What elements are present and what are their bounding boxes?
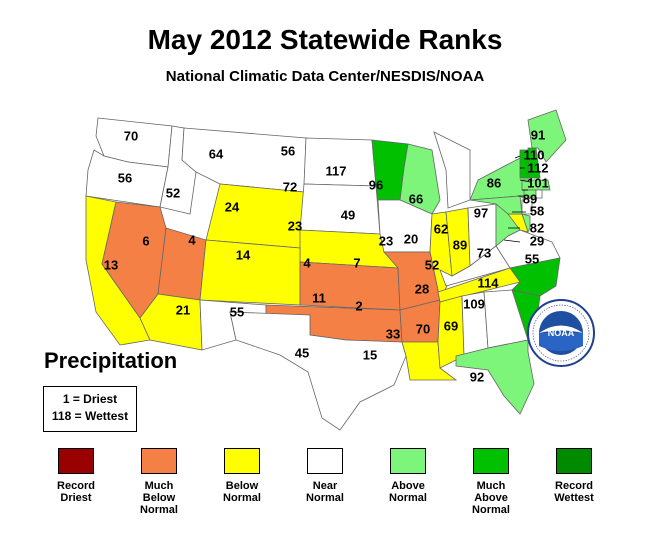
legend-item-much-below-normal: Much Below Normal xyxy=(119,448,199,516)
state-ut xyxy=(157,227,207,301)
legend-label: Much Below Normal xyxy=(140,480,178,516)
legend-label: Much Above Normal xyxy=(472,480,510,516)
rank-label-wy: 24 xyxy=(225,199,240,214)
legend-label: Above Normal xyxy=(389,480,427,504)
map-title: May 2012 Statewide Ranks xyxy=(147,24,503,55)
leader-line-ma xyxy=(519,179,531,183)
legend-swatch xyxy=(307,448,343,474)
state-wv xyxy=(495,203,521,247)
rank-label-ky: 52 xyxy=(425,257,439,272)
rank-label-or: 56 xyxy=(118,170,132,185)
legend-label: Record Driest xyxy=(57,480,95,504)
state-nh xyxy=(527,147,541,179)
state-fl xyxy=(455,339,535,415)
rank-label-ma: 101 xyxy=(527,175,549,190)
map-subtitle: National Climatic Data Center/NESDIS/NOA… xyxy=(165,68,485,85)
precipitation-label: Precipitation xyxy=(44,348,178,373)
state-pa xyxy=(469,195,523,215)
state-ky xyxy=(439,245,511,287)
legend-swatch xyxy=(58,448,94,474)
rank-label-sc: 109 xyxy=(463,296,485,311)
legend-item-record-driest: Record Driest xyxy=(36,448,116,504)
state-mi xyxy=(433,131,471,209)
rank-label-ok: 11 xyxy=(312,290,326,305)
rank-label-nc: 114 xyxy=(478,275,500,290)
rank-label-mn: 117 xyxy=(326,163,347,178)
rank-label-ar: 2 xyxy=(355,298,362,313)
rank-label-md: 29 xyxy=(530,233,544,248)
state-tx xyxy=(229,311,407,431)
rank-label-nd: 56 xyxy=(281,143,295,158)
rank-label-vt: 110 xyxy=(524,147,545,162)
rank-label-mo: 7 xyxy=(353,255,360,270)
state-ri xyxy=(535,189,543,199)
legend-label: Record Wettest xyxy=(554,480,594,504)
rank-label-il: 23 xyxy=(379,233,393,248)
legend-item-much-above-normal: Much Above Normal xyxy=(451,448,531,516)
rank-label-ia: 49 xyxy=(341,207,355,222)
rank-label-wv: 89 xyxy=(453,237,467,252)
rank-label-ny: 86 xyxy=(487,175,501,190)
rank-label-co: 14 xyxy=(236,247,251,262)
leader-line-vt xyxy=(514,155,521,159)
rank-label-ut: 4 xyxy=(188,232,196,247)
legend-swatch xyxy=(224,448,260,474)
rank-label-ms: 33 xyxy=(386,326,400,341)
state-tn xyxy=(437,267,521,303)
rank-label-mt: 64 xyxy=(209,146,224,161)
rank-label-tx: 45 xyxy=(295,345,309,360)
rank-label-va: 73 xyxy=(477,245,491,260)
rank-label-fl: 92 xyxy=(470,369,484,384)
legend-item-record-wettest: Record Wettest xyxy=(534,448,614,504)
rank-label-in: 20 xyxy=(404,231,418,246)
rank-label-nh: 112 xyxy=(528,160,549,175)
legend-item-above-normal: Above Normal xyxy=(368,448,448,504)
key-wettest: 118 = Wettest xyxy=(51,409,129,423)
legend-label: Near Normal xyxy=(306,480,344,504)
state-nj xyxy=(521,197,533,215)
leader-line-md xyxy=(503,239,521,243)
rank-label-ca: 13 xyxy=(104,257,118,272)
rank-label-ct: 89 xyxy=(523,191,537,206)
rank-label-ne: 23 xyxy=(288,218,302,233)
rank-label-ks: 4 xyxy=(303,255,311,270)
state-ms xyxy=(437,295,465,369)
rank-label-nj: 58 xyxy=(530,203,544,218)
rank-label-de: 82 xyxy=(530,220,544,235)
rank-label-id: 52 xyxy=(166,185,180,200)
legend-item-below-normal: Below Normal xyxy=(202,448,282,504)
rank-label-pa: 97 xyxy=(474,205,488,220)
legend-label: Below Normal xyxy=(223,480,261,504)
state-ma xyxy=(521,179,551,191)
rank-label-la: 15 xyxy=(363,347,377,362)
legend-swatch xyxy=(473,448,509,474)
rank-label-ri: 55 xyxy=(525,251,539,266)
legend: Record Driest Much Below Normal Below Norm… xyxy=(0,448,650,528)
rank-label-oh: 62 xyxy=(434,221,448,236)
rank-label-wi: 96 xyxy=(369,177,383,192)
state-az xyxy=(139,293,203,351)
rank-label-al: 70 xyxy=(416,321,430,336)
rank-label-sd: 72 xyxy=(283,179,297,194)
legend-swatch xyxy=(141,448,177,474)
legend-swatch xyxy=(556,448,592,474)
noaa-logo: NOAA xyxy=(527,299,595,367)
rank-label-nm: 55 xyxy=(230,304,244,319)
rank-label-nv: 6 xyxy=(142,233,149,248)
rank-label-wa: 70 xyxy=(124,128,138,143)
rank-label-ga: 69 xyxy=(444,318,458,333)
legend-swatch xyxy=(390,448,426,474)
rank-label-tn: 28 xyxy=(415,281,429,296)
rank-label-az: 21 xyxy=(176,302,190,317)
rank-label-mi: 66 xyxy=(409,191,423,206)
rank-key-box: 1 = Driest 118 = Wettest xyxy=(43,386,137,432)
state-nd xyxy=(303,137,377,187)
legend-item-near-normal: Near Normal xyxy=(285,448,365,504)
rank-label-me: 91 xyxy=(531,127,545,142)
key-driest: 1 = Driest xyxy=(62,392,118,406)
noaa-logo-text: NOAA xyxy=(548,328,575,338)
